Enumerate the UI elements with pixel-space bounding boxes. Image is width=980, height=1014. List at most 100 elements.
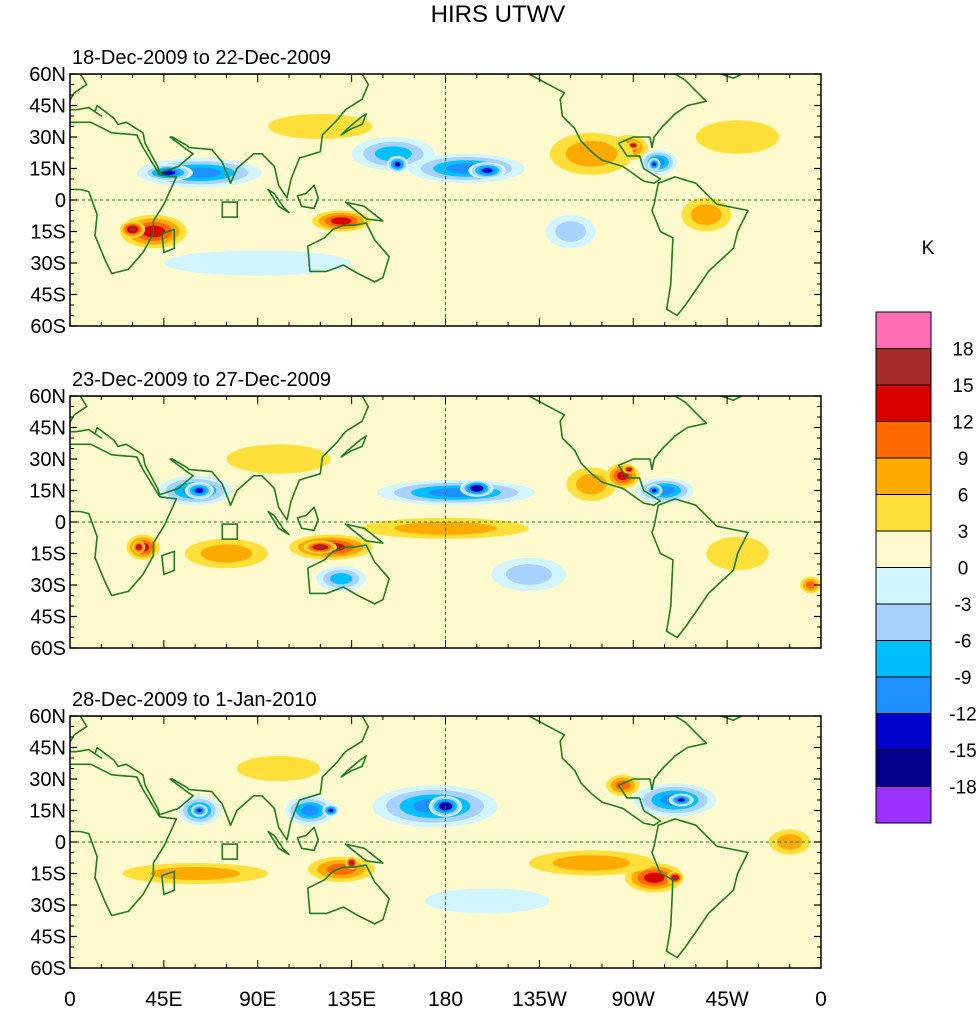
colorbar-tick-label: -6: [955, 632, 972, 653]
anomaly-contour: [651, 488, 657, 493]
lat-tick-label: 15S: [30, 544, 66, 566]
panel-date-label: 23-Dec-2009 to 27-Dec-2009: [72, 369, 331, 391]
lat-tick-label: 60S: [30, 316, 66, 338]
anomaly-contour: [627, 468, 631, 471]
island-marker: [221, 523, 239, 540]
map-panels: 18-Dec-2009 to 22-Dec-2009 60N 45N 30N 15N 0 1…: [29, 47, 827, 1011]
colorbar-box: [875, 530, 932, 568]
coastline: [340, 113, 368, 136]
coastline: [161, 228, 176, 254]
colorbar-box: [875, 494, 932, 532]
anomaly-contour: [505, 564, 553, 585]
lon-tick-label: 45E: [145, 988, 182, 1011]
anomaly-contour: [631, 144, 636, 147]
coastline: [306, 222, 391, 283]
anomaly-contour: [690, 204, 722, 226]
lat-tick-label: 60N: [29, 706, 66, 728]
coastline: [267, 830, 290, 856]
island-marker: [221, 843, 239, 860]
coastline: [70, 396, 370, 521]
coastline: [306, 864, 391, 925]
coastline: [340, 435, 368, 458]
lat-tick-label: 60S: [30, 958, 66, 980]
anomaly-contour: [236, 755, 321, 782]
lat-tick-label: 30N: [29, 127, 66, 149]
lat-tick-label: 60S: [30, 638, 66, 660]
figure-title: HIRS UTWV: [431, 1, 566, 28]
lon-tick-label: 135E: [327, 988, 376, 1011]
coastline: [70, 716, 370, 841]
colorbar-box: [875, 713, 932, 751]
map-panel: 18-Dec-2009 to 22-Dec-2009 60N 45N 30N 15N 0 1…: [29, 47, 822, 338]
coastline: [344, 201, 384, 222]
anomaly-contour: [615, 780, 631, 790]
lon-tick-label: 0: [64, 988, 76, 1011]
anomaly-contour: [553, 855, 631, 871]
lat-tick-label: 45S: [30, 607, 66, 629]
coastline: [475, 396, 708, 507]
anomaly-field: [70, 74, 821, 326]
coastline: [340, 755, 368, 778]
colorbar-box: [875, 676, 932, 714]
coastline: [70, 74, 370, 199]
coastline: [651, 176, 749, 317]
coastline: [475, 74, 708, 184]
anomaly-contour: [195, 488, 204, 493]
lon-tick-label: 0: [815, 988, 827, 1011]
colorbar-box: [875, 421, 932, 459]
lat-tick-label: 15N: [29, 481, 66, 503]
lon-tick-label: 90W: [612, 988, 655, 1011]
lat-tick-label: 45S: [30, 927, 66, 949]
anomaly-contour: [137, 545, 141, 549]
anomaly-contour: [805, 581, 816, 589]
lat-tick-label: 60N: [29, 386, 66, 408]
lat-tick-label: 15S: [30, 864, 66, 886]
coastline: [161, 870, 176, 896]
colorbar-tick-label: 0: [958, 559, 969, 580]
coastline: [651, 818, 749, 959]
lat-tick-label: 30S: [30, 253, 66, 275]
anomaly-contour: [472, 486, 481, 491]
anomaly-contour: [330, 573, 353, 585]
colorbar-box: [875, 457, 932, 495]
lat-tick-label: 30N: [29, 769, 66, 791]
anomaly-contour: [331, 217, 352, 225]
anomaly-contour: [555, 221, 587, 242]
coastline: [296, 184, 320, 210]
anomaly-contour: [150, 867, 241, 880]
colorbar-box: [875, 567, 932, 605]
lat-tick-label: 15S: [30, 222, 66, 244]
lon-tick-label: 45W: [706, 988, 749, 1011]
lat-tick-label: 45N: [29, 96, 66, 118]
anomaly-contour: [268, 113, 373, 140]
coastline: [70, 443, 178, 597]
coastline: [267, 188, 290, 214]
lon-tick-label: 135W: [512, 988, 567, 1011]
colorbar-tick-label: 9: [958, 449, 969, 470]
anomaly-contour: [315, 545, 326, 549]
colorbar-tick-label: -12: [949, 705, 976, 726]
lat-tick-label: 0: [55, 190, 66, 212]
colorbar-tick-label: 3: [958, 522, 969, 543]
anomaly-contour: [394, 161, 401, 167]
colorbar-tick-label: -9: [955, 668, 972, 689]
colorbar-unit: K: [922, 238, 935, 259]
colorbar-box: [875, 640, 932, 678]
coastline: [475, 716, 708, 827]
colorbar-box: [875, 384, 932, 422]
colorbar-tick-label: 18: [952, 340, 973, 361]
anomaly-contour: [672, 875, 678, 880]
anomaly-contour: [481, 168, 493, 174]
map-panel: 23-Dec-2009 to 27-Dec-2009 60N 45N 30N 15N 0 1…: [29, 369, 822, 660]
anomaly-field: [70, 716, 821, 968]
coastline: [344, 843, 384, 864]
anomaly-contour: [196, 808, 202, 813]
anomaly-contour: [200, 544, 253, 563]
lat-tick-label: 30N: [29, 449, 66, 471]
panel-date-label: 18-Dec-2009 to 22-Dec-2009: [72, 47, 331, 69]
lon-tick-label: 90E: [239, 988, 276, 1011]
lat-tick-label: 0: [55, 832, 66, 854]
panel-date-label: 28-Dec-2009 to 1-Jan-2010: [72, 689, 317, 711]
lat-tick-label: 60N: [29, 64, 66, 86]
